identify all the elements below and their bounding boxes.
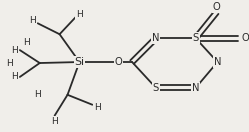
Text: N: N — [214, 57, 221, 67]
Text: H: H — [76, 10, 83, 19]
Text: H: H — [29, 16, 36, 25]
Text: H: H — [11, 72, 18, 81]
Text: S: S — [153, 83, 159, 93]
Text: H: H — [34, 90, 41, 99]
Text: O: O — [114, 57, 122, 67]
Text: O: O — [242, 33, 249, 43]
Text: H: H — [6, 58, 13, 68]
Text: N: N — [152, 33, 160, 43]
Text: Si: Si — [74, 57, 84, 67]
Text: H: H — [51, 117, 58, 126]
Text: H: H — [11, 46, 18, 55]
Text: N: N — [192, 83, 199, 93]
Text: H: H — [23, 38, 30, 47]
Text: O: O — [213, 2, 220, 12]
Text: H: H — [94, 103, 101, 112]
Text: S: S — [192, 33, 199, 43]
